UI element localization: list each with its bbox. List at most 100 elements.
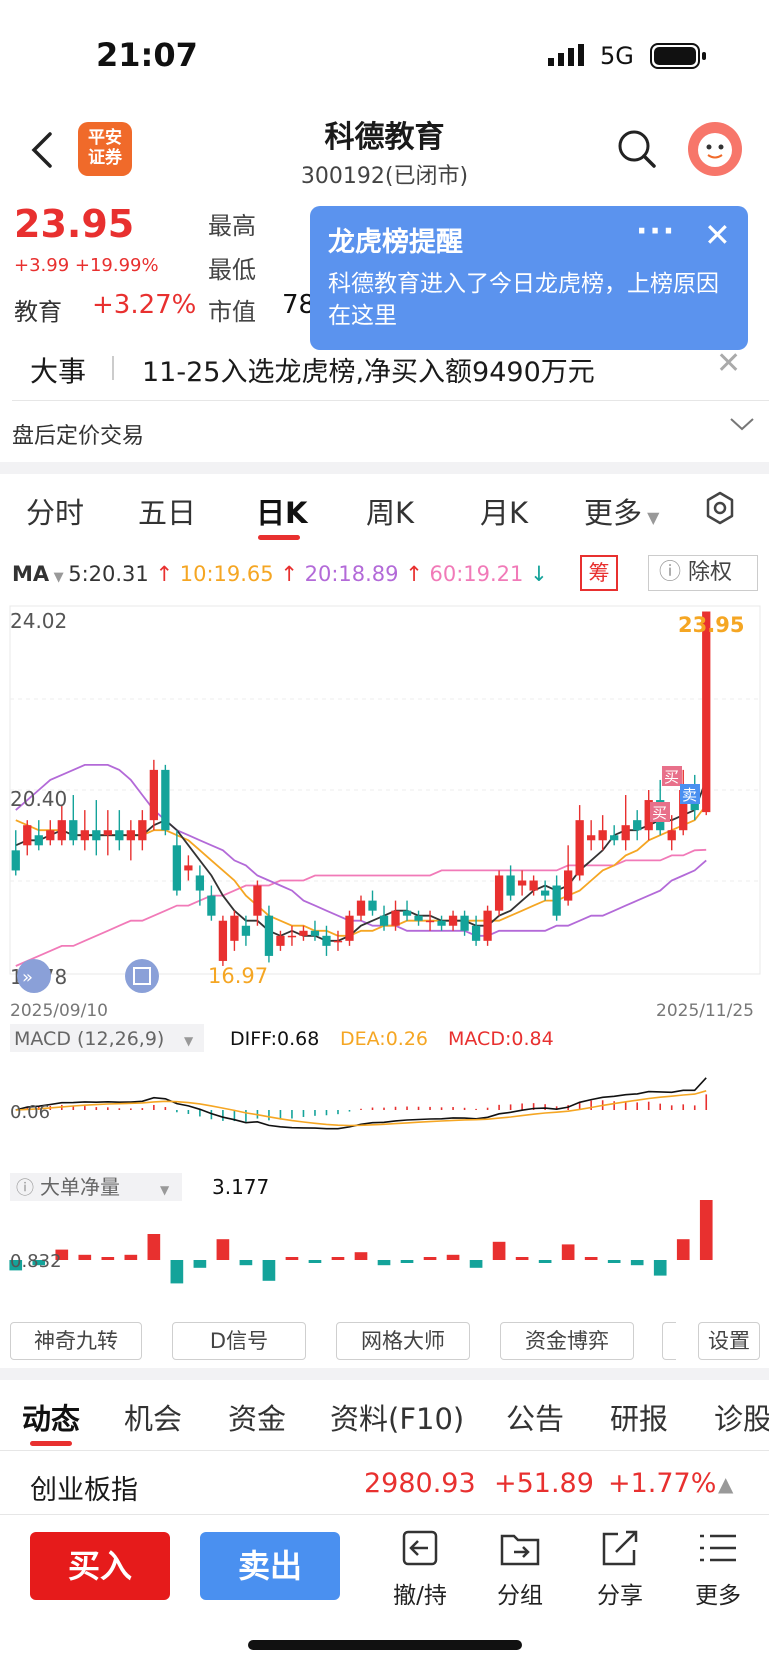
macd-selector[interactable] — [10, 1024, 204, 1052]
after-hours-label[interactable]: 盘后定价交易 — [12, 424, 145, 449]
candle-body — [633, 820, 642, 831]
stock-name: 科德教育 — [324, 120, 445, 155]
flow-bar — [239, 1260, 253, 1266]
news-text[interactable]: 11-25入选龙虎榜,净买入额9490万元 — [142, 357, 595, 388]
flow-bar — [423, 1257, 437, 1260]
share-button[interactable]: 分享 — [580, 1528, 660, 1610]
candle-body — [517, 880, 527, 886]
chip-distribution-button[interactable]: 筹 — [580, 555, 618, 591]
dragon-tiger-popup[interactable]: 龙虎榜提醒 ··· ✕ 科德教育进入了今日龙虎榜，上榜原因在这里 — [310, 206, 748, 350]
group-button[interactable]: 分组 — [480, 1528, 560, 1610]
flow-bar — [262, 1260, 276, 1281]
tab-daily-k[interactable]: 日K — [256, 496, 308, 530]
candle-body — [207, 895, 216, 916]
macd-dea-line — [15, 1090, 707, 1127]
flow-bar — [699, 1200, 713, 1260]
tab-weekly-k[interactable]: 周K — [366, 496, 415, 530]
flow-bar — [469, 1260, 483, 1268]
macd-panel — [15, 1077, 708, 1130]
price-change: +3.99 +19.99% — [14, 255, 159, 276]
tab-research[interactable]: 研报 — [610, 1402, 669, 1436]
sector-change: +3.27% — [92, 290, 197, 320]
indicator-magic-nine[interactable]: 神奇九转 — [10, 1322, 142, 1360]
candle-body — [494, 875, 504, 911]
candle-body — [195, 875, 205, 891]
tab-dynamics[interactable]: 动态 — [22, 1402, 81, 1436]
indicator-settings[interactable]: 设置 — [698, 1322, 760, 1360]
tab-monthly-k[interactable]: 月K — [480, 496, 529, 530]
candle-body — [184, 865, 193, 871]
active-tab-indicator — [30, 1441, 72, 1446]
ma-toggle[interactable]: MA ▼ — [12, 562, 68, 586]
popup-body[interactable]: 科德教育进入了今日龙虎榜，上榜原因在这里 — [328, 271, 719, 329]
indicator-more-peek[interactable] — [662, 1322, 676, 1360]
candle-body — [575, 820, 584, 876]
flow-bar — [55, 1249, 69, 1260]
tab-more[interactable]: 更多 ▼ — [584, 490, 659, 532]
cancel-hold-button[interactable]: 撤/持 — [380, 1528, 460, 1610]
candle-body — [34, 835, 43, 846]
low-marker-label: 16.97 — [208, 964, 268, 988]
more-button[interactable]: 更多 — [678, 1528, 758, 1610]
candle-body — [529, 880, 538, 891]
flow-bar — [216, 1239, 230, 1260]
high-label: 最高 — [208, 212, 256, 240]
sell-button[interactable]: 卖出 — [200, 1532, 340, 1600]
broker-logo: 平安 证券 — [78, 122, 132, 176]
candle-body — [448, 915, 458, 926]
logo-text: 平安 证券 — [88, 128, 122, 168]
candle-body — [287, 935, 297, 938]
candle-body — [333, 940, 343, 943]
tab-funds[interactable]: 资金 — [228, 1402, 287, 1436]
buy-button[interactable]: 买入 — [30, 1532, 170, 1600]
active-tab-indicator — [258, 535, 300, 540]
tab-opportunity[interactable]: 机会 — [124, 1402, 183, 1436]
arrow-up-icon: ↑ — [273, 562, 305, 586]
flow-bar — [561, 1244, 575, 1260]
search-icon[interactable] — [616, 128, 658, 170]
candle-body — [564, 870, 573, 901]
tab-more-label: 更多 — [584, 496, 643, 530]
popup-more-icon[interactable]: ··· — [636, 214, 677, 249]
news-close-icon[interactable]: ✕ — [716, 346, 742, 381]
candle-body — [115, 830, 124, 841]
divider — [12, 400, 769, 401]
candle-body — [414, 915, 423, 921]
gear-icon[interactable] — [702, 490, 738, 526]
candle-body — [356, 900, 366, 916]
stock-code: 300192(已闭市) — [300, 164, 469, 189]
tab-announcements[interactable]: 公告 — [506, 1402, 565, 1436]
assistant-avatar[interactable] — [688, 122, 742, 176]
macd-value: MACD:0.84 — [448, 1028, 554, 1050]
indicator-fund-game[interactable]: 资金博弈 — [500, 1322, 634, 1360]
candle-body — [598, 830, 607, 841]
expand-up-icon[interactable]: ▲ — [718, 1472, 734, 1496]
ma10-value: 10:19.65 — [179, 562, 274, 586]
fullscreen-icon[interactable] — [125, 959, 159, 993]
adjust-rights-button[interactable]: ⓘ 除权 — [648, 555, 758, 591]
index-pct: +1.77% — [608, 1468, 717, 1499]
ma-label: MA — [12, 562, 50, 586]
candle-body — [460, 915, 469, 931]
group-label: 分组 — [497, 1583, 543, 1609]
tab-f10[interactable]: 资料(F10) — [330, 1402, 465, 1436]
tab-intraday[interactable]: 分时 — [26, 496, 85, 530]
candle-body — [138, 820, 147, 841]
indicator-grid-master[interactable]: 网格大师 — [336, 1322, 470, 1360]
candle-body — [368, 900, 377, 911]
tab-five-day[interactable]: 五日 — [138, 496, 197, 530]
tab-diagnosis[interactable]: 诊股 — [714, 1402, 769, 1436]
chart-grid — [9, 605, 761, 975]
indicator-d-signal[interactable]: D信号 — [172, 1322, 306, 1360]
chevron-down-icon[interactable] — [728, 414, 756, 434]
popup-title: 龙虎榜提醒 — [328, 227, 463, 258]
candle-body — [57, 820, 66, 841]
kline-chart[interactable]: 24.02 20.40 16.78 23.95 16.97 2025/09/10… — [0, 600, 769, 1315]
flow-bar — [147, 1234, 161, 1260]
popup-close-icon[interactable]: ✕ — [704, 216, 731, 254]
flow-selector[interactable] — [10, 1173, 182, 1201]
collapse-icon[interactable]: » — [17, 959, 51, 993]
index-name[interactable]: 创业板指 — [30, 1475, 138, 1506]
back-icon[interactable] — [24, 126, 64, 174]
sector-name[interactable]: 教育 — [14, 298, 62, 326]
